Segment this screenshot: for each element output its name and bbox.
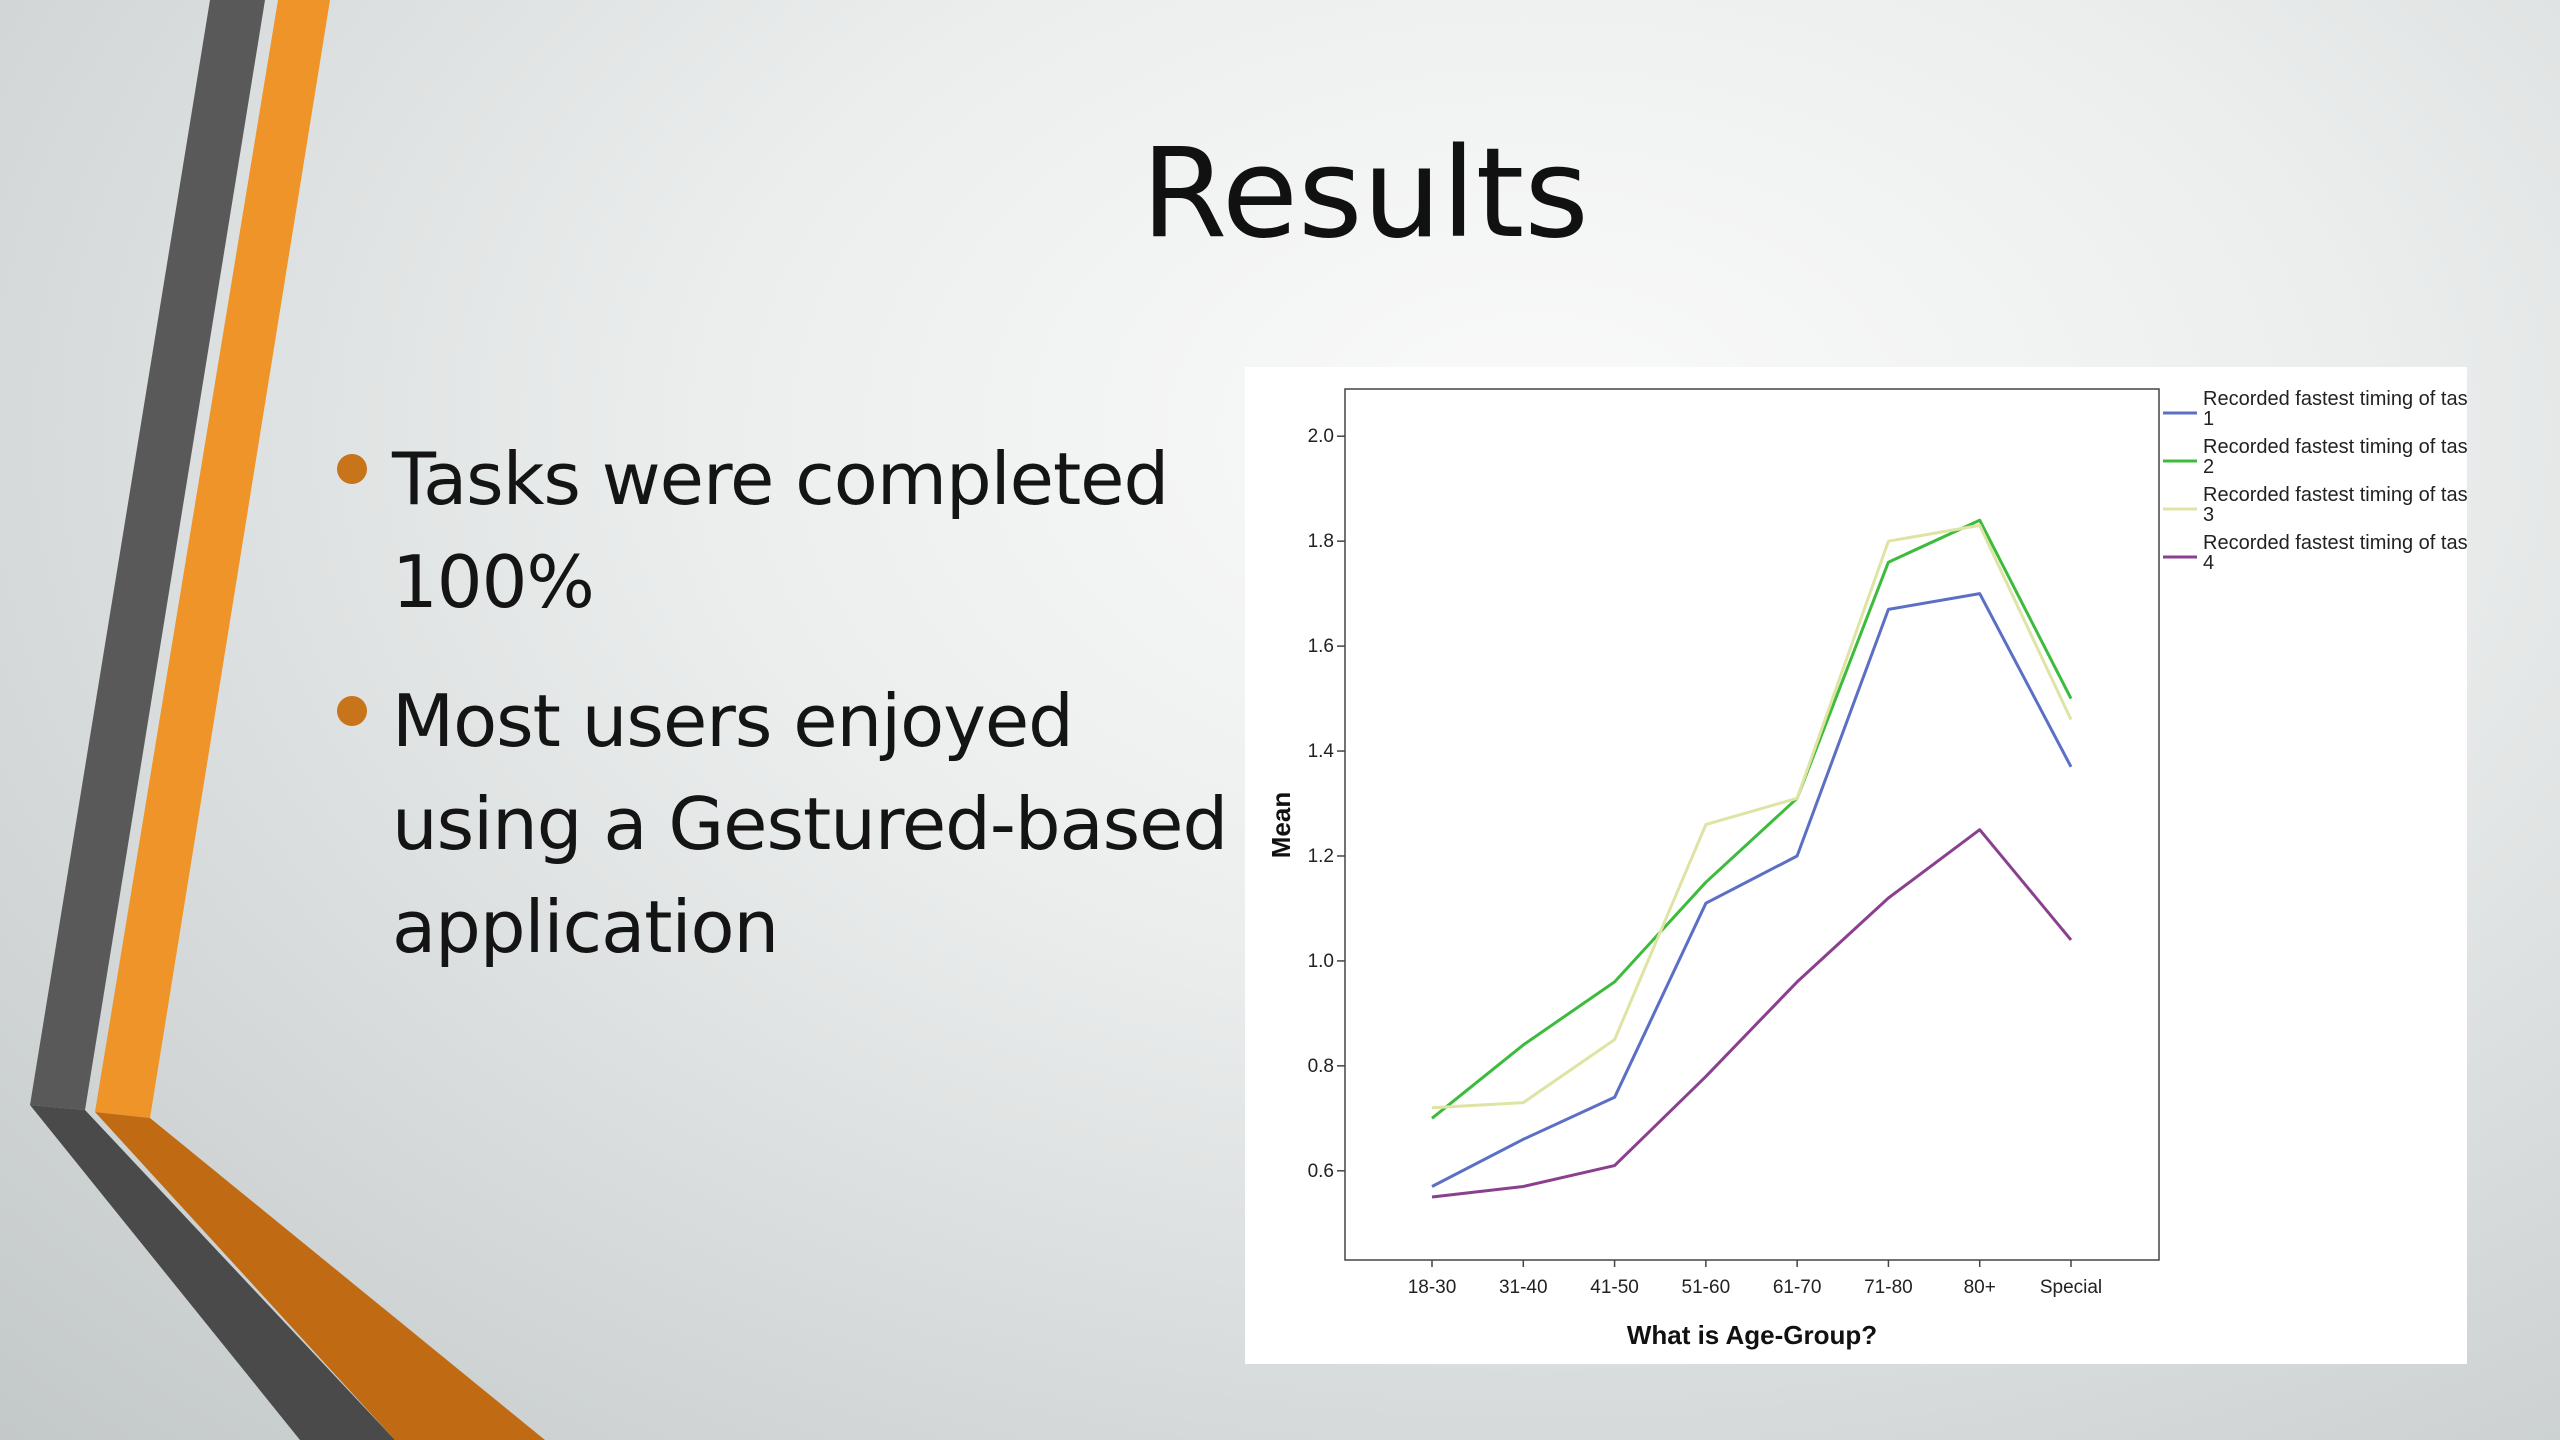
legend-label: 1 xyxy=(2203,408,2214,430)
legend-label: Recorded fastest timing of task xyxy=(2203,532,2467,554)
y-tick-label: 0.6 xyxy=(1308,1161,1334,1182)
legend-label: Recorded fastest timing of task xyxy=(2203,388,2467,410)
x-tick-label: 61-70 xyxy=(1773,1277,1822,1298)
x-tick-label: 41-50 xyxy=(1590,1277,1639,1298)
plot-frame xyxy=(1344,388,2160,1261)
y-tick-label: 2.0 xyxy=(1308,426,1334,447)
x-tick-label: Special xyxy=(2040,1277,2102,1298)
y-tick-label: 1.8 xyxy=(1308,531,1334,552)
x-tick-label: 51-60 xyxy=(1682,1277,1731,1298)
legend-label: Recorded fastest timing of task xyxy=(2203,484,2467,506)
chart-canvas: 0.6 0.8 1.0 1.2 1.4 1.6 1.8 2.0 18-30 31-40 41-50 5… xyxy=(1266,388,2467,1350)
y-tick-label: 1.0 xyxy=(1308,951,1334,972)
gray-diagonal xyxy=(30,1105,395,1440)
bullet-item: Most users enjoyed using a Gestured-base… xyxy=(335,670,1235,979)
x-tick-label: 18-30 xyxy=(1408,1277,1457,1298)
y-axis-title: Mean xyxy=(1266,792,1296,858)
x-tick-label: 31-40 xyxy=(1499,1277,1548,1298)
y-tick-label: 1.4 xyxy=(1308,741,1335,762)
orange-stripe xyxy=(95,0,330,1118)
bullet-list: Tasks were completed 100% Most users enj… xyxy=(335,428,1235,1015)
x-axis-title: What is Age-Group? xyxy=(1627,1320,1877,1350)
y-tick-label: 1.6 xyxy=(1308,636,1334,657)
y-tick-label: 1.2 xyxy=(1308,846,1334,867)
legend-label: 3 xyxy=(2203,504,2214,526)
orange-diagonal xyxy=(95,1112,545,1440)
bullet-item: Tasks were completed 100% xyxy=(335,428,1235,634)
slide-title: Results xyxy=(1141,122,1589,266)
bullet-dot-icon xyxy=(337,454,367,484)
y-tick-label: 0.8 xyxy=(1308,1056,1334,1077)
bullet-text: Most users enjoyed using a Gestured-base… xyxy=(392,679,1228,969)
legend-label: 2 xyxy=(2203,456,2214,478)
legend-label: 4 xyxy=(2203,552,2214,574)
series-line-task-1 xyxy=(1431,592,2073,1188)
series-line-task-3 xyxy=(1431,523,2073,1110)
legend-label: Recorded fastest timing of task xyxy=(2203,436,2467,458)
bullet-dot-icon xyxy=(337,696,367,726)
x-tick-label: 80+ xyxy=(1964,1277,1996,1298)
bullet-text: Tasks were completed 100% xyxy=(392,437,1169,624)
x-tick-label: 71-80 xyxy=(1864,1277,1913,1298)
line-chart: 0.6 0.8 1.0 1.2 1.4 1.6 1.8 2.0 18-30 31-40 41-50 5… xyxy=(1245,367,2467,1364)
gray-stripe xyxy=(30,0,265,1110)
series-line-task-4 xyxy=(1431,828,2073,1199)
